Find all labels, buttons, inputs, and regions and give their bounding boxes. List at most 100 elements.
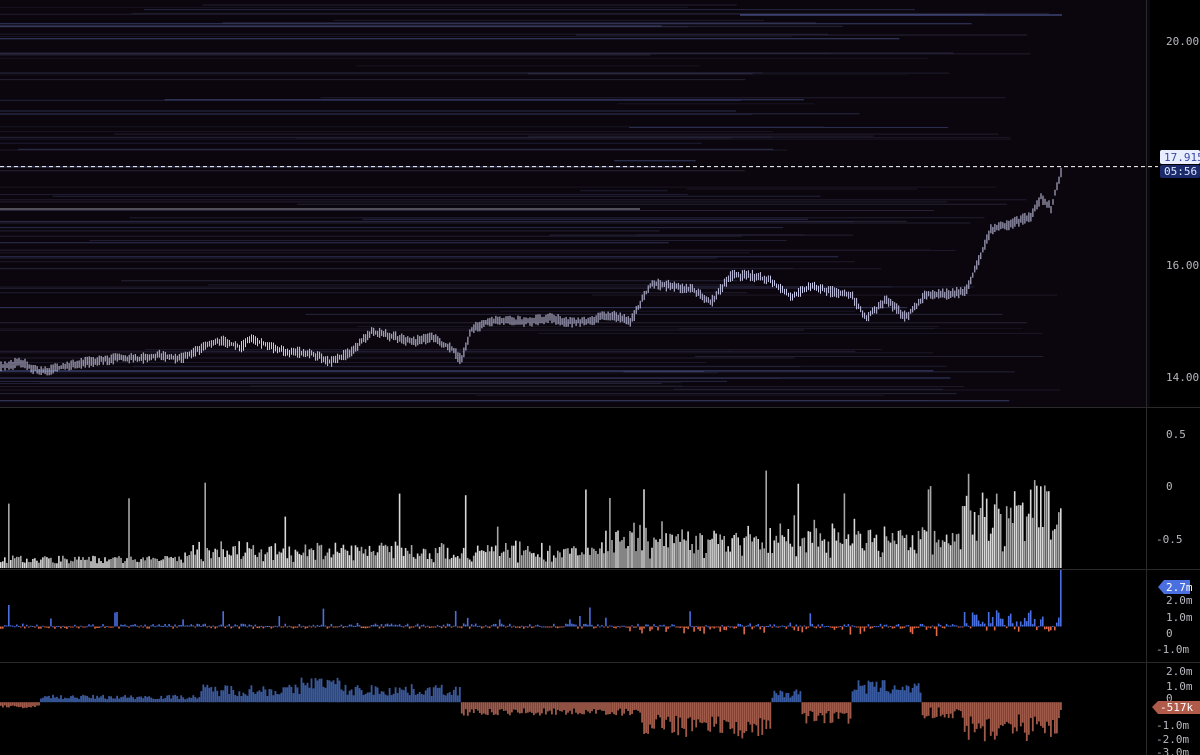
volume-bar xyxy=(843,493,846,568)
volume-bar xyxy=(1058,512,1060,568)
delta-bar xyxy=(561,626,563,628)
delta-bar xyxy=(350,624,353,627)
delta-axis[interactable]: 2.7m 2.0m 1.0m 0 -1.0m xyxy=(1156,580,1193,656)
cumulative-bar xyxy=(444,695,447,703)
volume-bar xyxy=(450,557,453,568)
delta-bar xyxy=(372,624,375,627)
delta-bar xyxy=(42,625,44,627)
volume-bar xyxy=(513,545,515,568)
volume-bar xyxy=(500,552,503,568)
delta-bar xyxy=(128,626,130,628)
delta-bar xyxy=(14,626,16,628)
volume-bar xyxy=(418,555,421,568)
volume-axis[interactable]: 0.5 0 -0.5 xyxy=(1156,428,1186,546)
volume-bar xyxy=(46,557,48,568)
delta-bar xyxy=(837,626,840,628)
delta-bar xyxy=(1009,613,1012,627)
cumulative-bar xyxy=(440,684,443,703)
delta-bar xyxy=(72,626,74,628)
cumulative-bar xyxy=(1052,702,1054,720)
cumulative-bar xyxy=(1042,702,1044,728)
delta-bar xyxy=(689,611,691,627)
cumulative-bar xyxy=(324,687,327,703)
cumulative-bar xyxy=(272,695,275,703)
cumulative-bar xyxy=(517,702,519,713)
cumulative-bar xyxy=(494,702,497,715)
volume-bar xyxy=(969,510,972,568)
delta-bar xyxy=(545,626,547,628)
delta-bar xyxy=(292,626,295,629)
delta-bar xyxy=(575,624,577,627)
cumulative-axis[interactable]: 2.0m 1.0m 0 -517k -1.0m -2.0m -3.0m xyxy=(1152,665,1200,755)
cumulative-bar xyxy=(392,693,395,703)
volume-bar xyxy=(426,559,429,568)
cumulative-bar xyxy=(617,702,619,711)
volume-bar xyxy=(571,548,573,568)
cumulative-bar xyxy=(246,695,249,703)
delta-bar xyxy=(186,625,188,627)
volume-tick-label: -0.5 xyxy=(1156,533,1183,546)
delta-bar xyxy=(981,621,984,627)
volume-bar xyxy=(66,559,68,568)
cumulative-bar xyxy=(711,702,714,717)
delta-bar xyxy=(294,626,297,628)
volume-bar xyxy=(1044,485,1046,568)
volume-bar xyxy=(238,541,240,568)
cumulative-bar xyxy=(348,690,351,703)
volume-bar xyxy=(707,539,709,568)
volume-bar xyxy=(785,541,788,568)
delta-bar xyxy=(108,626,110,628)
cumulative-bar xyxy=(278,694,281,703)
delta-bar xyxy=(398,624,401,627)
cumulative-bar xyxy=(208,687,211,703)
volume-bar xyxy=(807,531,810,568)
cumulative-bar xyxy=(304,685,307,703)
price-axis[interactable]: 20.00 16.00 14.00 xyxy=(1166,35,1199,384)
cumulative-bar xyxy=(130,695,132,703)
cumulative-bar xyxy=(1038,702,1040,722)
delta-bar xyxy=(1005,626,1008,629)
cumulative-bar xyxy=(781,691,784,703)
volume-bar xyxy=(709,539,711,568)
delta-bar xyxy=(769,624,771,627)
cumulative-bar xyxy=(114,698,116,703)
cumulative-bar xyxy=(633,702,635,711)
volume-bar xyxy=(761,542,763,568)
cumulative-bar xyxy=(198,697,201,703)
delta-bar xyxy=(392,625,395,627)
delta-bar xyxy=(1040,619,1042,627)
volume-bar xyxy=(505,543,507,568)
cumulative-bar xyxy=(787,693,790,703)
cumulative-bar xyxy=(366,692,369,703)
cumulative-bar xyxy=(823,702,826,724)
volume-bar xyxy=(422,548,425,568)
delta-bar xyxy=(338,626,341,628)
cumulative-bar xyxy=(993,702,996,740)
cumulative-bar xyxy=(474,702,477,709)
volume-bar xyxy=(685,540,687,568)
delta-bar xyxy=(274,625,277,627)
cumulative-bar xyxy=(623,702,625,714)
volume-bar xyxy=(971,534,974,568)
cumulative-bar xyxy=(919,692,922,703)
cumulative-bar xyxy=(601,702,603,711)
volume-bar xyxy=(933,530,936,568)
volume-bar xyxy=(24,562,26,568)
delta-bar xyxy=(755,625,757,627)
delta-bar xyxy=(400,625,403,627)
delta-bar xyxy=(641,626,643,634)
volume-bar xyxy=(18,557,20,568)
cumulative-bar xyxy=(334,684,337,703)
delta-bar xyxy=(825,626,828,627)
cumulative-last-label: -517k xyxy=(1160,701,1193,714)
delta-bar xyxy=(649,626,651,632)
volume-bar xyxy=(701,535,703,568)
volume-bar xyxy=(310,548,313,568)
volume-bar xyxy=(444,558,447,568)
delta-bar xyxy=(74,624,76,627)
delta-bar xyxy=(456,626,459,628)
cumulative-bar xyxy=(388,688,391,703)
volume-bar xyxy=(406,550,409,568)
cumulative-bar xyxy=(669,702,672,722)
